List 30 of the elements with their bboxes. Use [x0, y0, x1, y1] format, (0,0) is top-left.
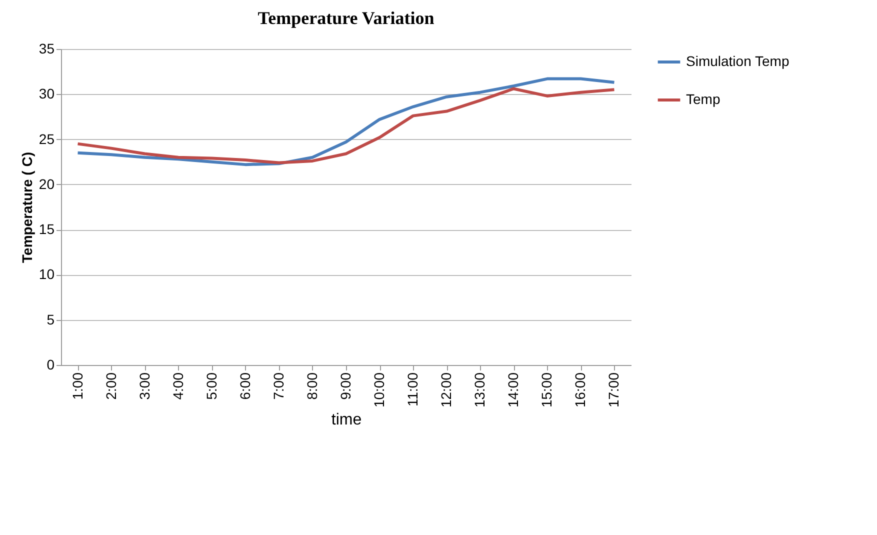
x-tick-label: 11:00 [404, 372, 421, 406]
x-tick-label: 2:00 [102, 372, 119, 400]
x-tick-label: 1:00 [69, 372, 86, 400]
y-tick-label: 35 [38, 40, 55, 56]
x-tick-label: 17:00 [606, 372, 622, 408]
y-tick-label: 15 [38, 221, 55, 238]
x-tick-label: 15:00 [538, 372, 555, 408]
y-tick-label: 0 [46, 356, 55, 372]
x-tick-label: 13:00 [472, 372, 488, 408]
x-tick-label: 16:00 [572, 372, 588, 408]
y-tick-label: 25 [38, 130, 55, 147]
x-axis-title: time [331, 412, 362, 429]
y-axis-title: Temperature ( C) [18, 152, 35, 263]
x-tick-label: 3:00 [136, 372, 152, 400]
x-tick-label: 6:00 [236, 372, 253, 400]
x-tick-label: 14:00 [505, 372, 522, 408]
legend-label: Simulation Temp [686, 53, 790, 69]
x-tick-label: 8:00 [304, 372, 320, 400]
x-tick-label: 10:00 [371, 372, 388, 408]
x-tick-label: 5:00 [203, 372, 220, 400]
y-tick-label: 5 [46, 311, 55, 328]
chart-title: Temperature Variation [258, 8, 434, 28]
x-tick-label: 12:00 [438, 372, 454, 408]
y-tick-label: 10 [38, 266, 55, 282]
y-tick-label: 30 [38, 86, 55, 102]
x-tick-label: 9:00 [338, 372, 354, 400]
x-tick-label: 7:00 [270, 372, 286, 400]
y-tick-label: 20 [38, 176, 55, 192]
legend-label: Temp [686, 91, 720, 107]
x-tick-label: 4:00 [170, 372, 186, 400]
